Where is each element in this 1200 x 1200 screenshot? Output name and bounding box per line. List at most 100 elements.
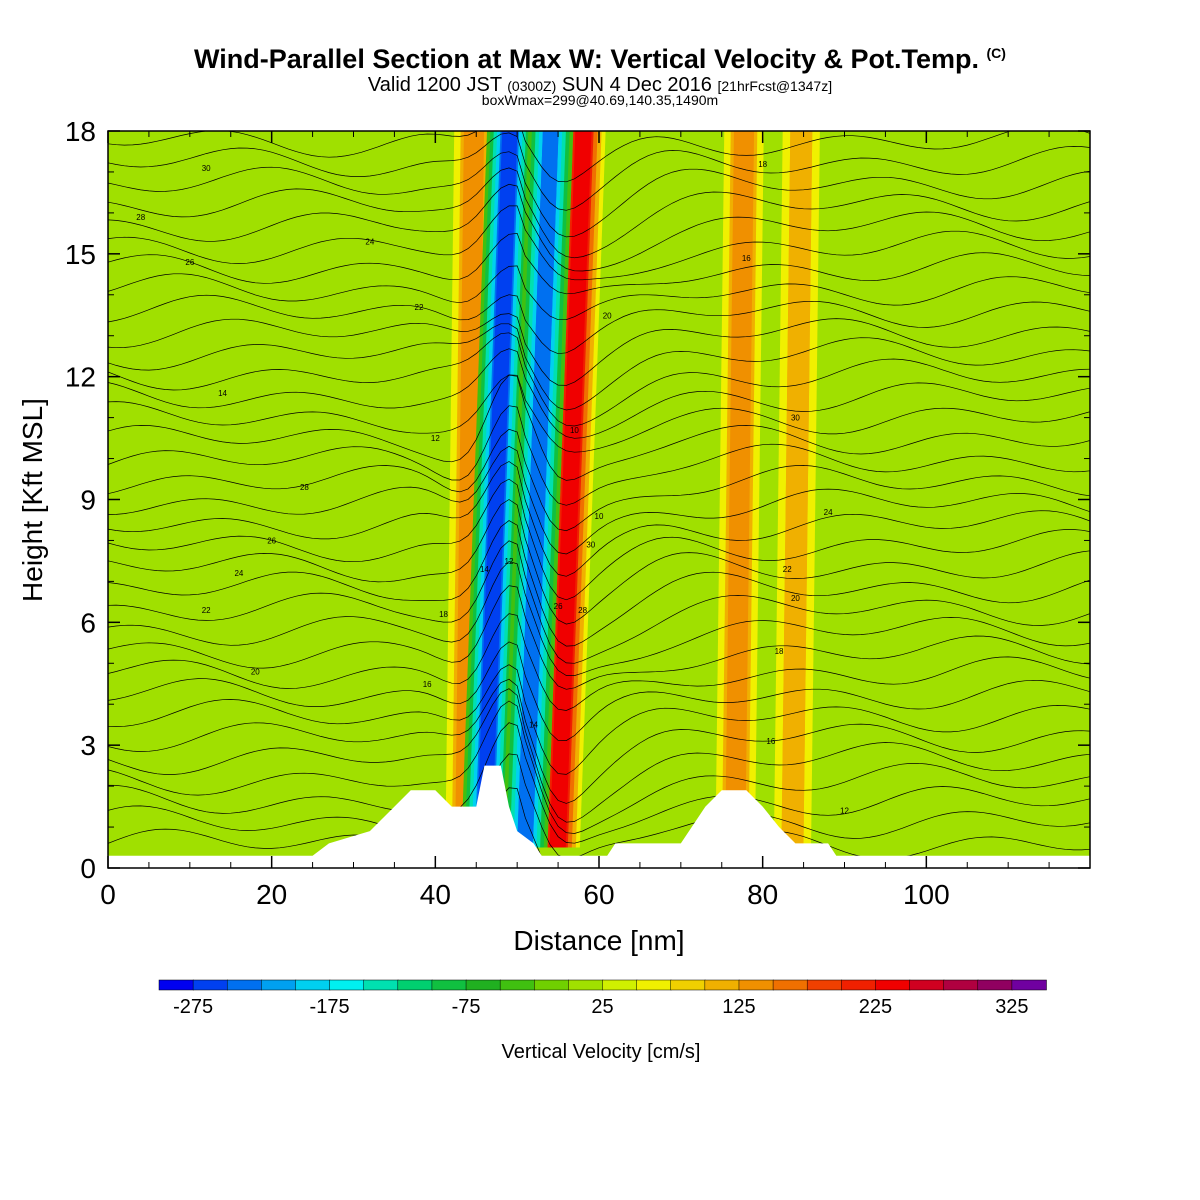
isentrope-line [108, 664, 1090, 775]
isentrope-line [108, 520, 1090, 647]
colorbar-swatch [602, 979, 638, 991]
isentrope-line [108, 265, 1090, 321]
isentrope-label: 22 [783, 565, 792, 574]
isentrope-line [108, 405, 1090, 506]
isentrope-label: 18 [775, 647, 784, 656]
isentrope-line [108, 313, 1090, 386]
isentrope-contours: 30 28 26 24 22 20 18 16 14 12 10 30 28 26 24 22 20 18 16 14… [108, 131, 1090, 868]
isentrope-line [108, 445, 1090, 555]
terrain [108, 765, 1090, 868]
y-tick-label: 0 [80, 853, 96, 884]
isentrope-label: 16 [423, 680, 432, 689]
colorbar-swatch [875, 979, 911, 991]
isentrope-label: 14 [218, 389, 227, 398]
isentrope-line [108, 294, 1090, 355]
isentrope-label: 30 [586, 541, 595, 550]
y-tick-label: 6 [80, 607, 96, 638]
chart-subtitle: Valid 1200 JST (0300Z) SUN 4 Dec 2016 [2… [367, 74, 833, 96]
isentrope-line [108, 753, 1090, 860]
colorbar-swatch [226, 979, 263, 991]
isentrope-line [108, 540, 1090, 664]
x-axis: 0 20 40 60 80 100 [100, 131, 1050, 910]
isentrope-label: 28 [300, 483, 309, 492]
x-tick-label: 20 [256, 879, 287, 910]
colorbar-swatch [397, 979, 433, 991]
isentrope-line [108, 374, 1090, 481]
velocity-band [781, 131, 813, 848]
colorbar-swatch [363, 979, 399, 991]
isentrope-line [108, 722, 1090, 844]
isentrope-label: 10 [570, 426, 579, 435]
colorbar-swatch [806, 979, 843, 991]
isentrope-line [108, 428, 1090, 532]
colorbar-swatch [636, 979, 672, 991]
isentrope-line [108, 233, 1090, 295]
colorbar-swatch [431, 979, 467, 991]
isentrope-line [108, 205, 1090, 281]
x-tick-label: 0 [100, 879, 116, 910]
isentrope-label: 20 [791, 594, 800, 603]
isentrope-label: 28 [136, 213, 145, 222]
isentrope-label: 24 [365, 238, 374, 247]
y-tick-label: 15 [65, 239, 96, 270]
y-axis-label: Height [Kft MSL] [17, 398, 48, 602]
colorbar-swatch [295, 979, 331, 991]
y-tick-label: 9 [80, 485, 96, 516]
isentrope-label: 16 [766, 737, 775, 746]
colorbar-swatch [261, 979, 297, 991]
isentrope-label: 14 [480, 565, 489, 574]
colorbar-swatch [499, 979, 536, 991]
colorbar-tick-label: -275 [173, 996, 213, 1018]
x-tick-label: 80 [747, 879, 778, 910]
isentrope-label: 20 [251, 667, 260, 676]
isentrope-label: 24 [234, 569, 243, 578]
isentrope-label: 26 [185, 258, 194, 267]
colorbar-swatch [943, 979, 979, 991]
x-tick-label: 60 [583, 879, 614, 910]
isentrope-line [108, 332, 1090, 427]
isentrope-label: 30 [791, 414, 800, 423]
x-axis-label: Distance [nm] [513, 925, 684, 956]
velocity-band [549, 131, 592, 848]
colorbar-tick-label: 325 [995, 996, 1028, 1018]
isentrope-label: 14 [529, 721, 538, 730]
chart-title: Wind-Parallel Section at Max W: Vertical… [194, 44, 1006, 74]
colorbar-swatch [465, 979, 501, 991]
isentrope-line [108, 132, 1090, 211]
isentrope-label: 26 [554, 602, 563, 611]
velocity-bands [445, 131, 820, 848]
isentrope-line [108, 700, 1090, 834]
isentrope-label: 18 [439, 610, 448, 619]
isentrope-label: 18 [758, 160, 767, 169]
colorbar-tick-label: -75 [452, 996, 481, 1018]
isentrope-label: 20 [603, 311, 612, 320]
colorbar-swatch [568, 979, 604, 991]
x-tick-label: 100 [903, 879, 950, 910]
colorbar-tick-label: -175 [310, 996, 350, 1018]
isentrope-line [108, 323, 1090, 411]
y-tick-label: 3 [80, 730, 96, 761]
colorbar-swatch [977, 979, 1013, 991]
isentrope-line [108, 478, 1090, 601]
colorbar-tick-label: 125 [722, 996, 755, 1018]
isentrope-line [108, 461, 1090, 577]
isentrope-line [108, 183, 1090, 272]
colorbar-swatch [738, 979, 774, 991]
isentrope-line [108, 561, 1090, 676]
colorbar-tick-label: 25 [591, 996, 613, 1018]
isentrope-line [108, 167, 1090, 259]
isentrope-label: 10 [595, 512, 604, 521]
plot-area: 30 28 26 24 22 20 18 16 14 12 10 30 28 26 24 22 20 18 16 14… [108, 131, 1090, 868]
isentrope-label: 12 [431, 434, 440, 443]
isentrope-line [108, 348, 1090, 439]
isentrope-label: 22 [415, 303, 424, 312]
colorbar-swatch [704, 979, 740, 991]
colorbar-swatch [158, 979, 194, 991]
colorbar-swatch [841, 979, 877, 991]
isentrope-line [108, 585, 1090, 690]
isentrope-label: 12 [840, 807, 849, 816]
isentrope-line [108, 613, 1090, 711]
y-tick-label: 18 [65, 116, 96, 147]
isentrope-label: 16 [742, 254, 751, 263]
